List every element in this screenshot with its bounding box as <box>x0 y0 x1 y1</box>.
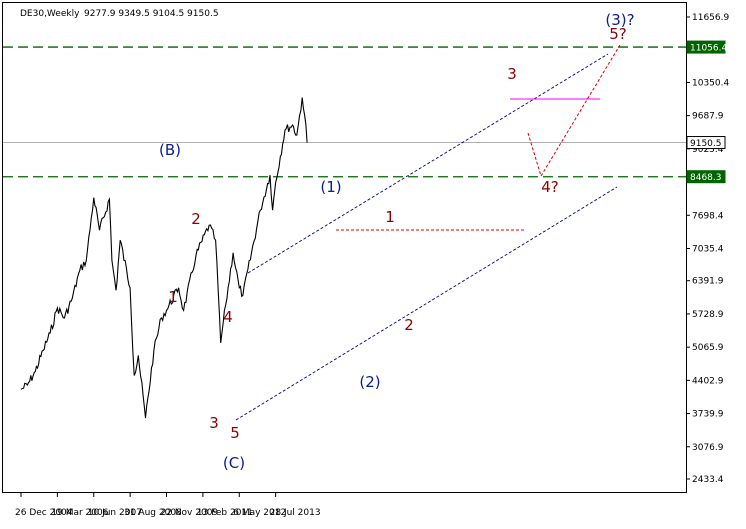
y-tick-label: 7698.4 <box>692 211 724 221</box>
wave-label-red: 1 <box>385 208 395 226</box>
y-tick-label: 5065.9 <box>692 343 724 353</box>
wave-label-red: 2 <box>191 210 201 228</box>
wave-label-red: 4? <box>541 178 559 196</box>
channel-upper <box>247 53 609 274</box>
wave-label-blue: (1) <box>320 178 341 196</box>
wave-label-red: 1 <box>168 288 178 306</box>
wave-label-blue: (C) <box>223 454 245 472</box>
x-tick-label: 22 Nov 2009 <box>161 508 219 518</box>
y-tick-label: 4402.9 <box>692 376 724 386</box>
x-tick-label: 10 Jun 2007 <box>88 508 142 518</box>
price-tag-box <box>686 40 726 54</box>
x-tick-label: 13 Feb 2011 <box>197 508 253 518</box>
wave-label-blue: (3)? <box>605 11 634 29</box>
wave-projection-path <box>527 44 621 178</box>
price-tag-box <box>686 136 726 150</box>
wave-label-red: 2 <box>404 316 414 334</box>
price-tag-box <box>686 170 726 184</box>
channel-lower <box>235 186 618 421</box>
price-tag-label: 11056.4 <box>690 44 727 54</box>
wave-label-red: 4 <box>223 308 233 326</box>
price-tag-label: 8468.3 <box>690 173 722 183</box>
y-tick-label: 2433.4 <box>692 475 724 485</box>
x-tick-label: 6 May 2012 <box>233 508 286 518</box>
wave-label-red: 3 <box>209 414 219 432</box>
price-series-line <box>20 97 308 419</box>
y-tick-label: 9687.9 <box>692 112 724 122</box>
wave-label-red: 3 <box>507 65 517 83</box>
wave-label-blue: (B) <box>159 141 181 159</box>
x-tick-label: 28 Jul 2013 <box>270 508 321 518</box>
y-tick-label: 5728.9 <box>692 310 724 320</box>
wave-label-red: 5 <box>230 424 240 442</box>
x-tick-label: 31 Aug 2008 <box>124 508 182 518</box>
y-tick-label: 10350.4 <box>692 78 729 88</box>
y-tick-label: 9025.4 <box>692 145 724 155</box>
y-tick-label: 6391.9 <box>692 277 724 287</box>
symbol-label: DE30,Weekly <box>20 9 80 19</box>
y-tick-label: 3076.9 <box>692 443 724 453</box>
plot-frame <box>2 2 687 493</box>
y-tick-label: 11656.9 <box>692 13 729 23</box>
price-tag-label: 9150.5 <box>690 139 722 149</box>
wave-label-red: 5? <box>609 25 627 43</box>
ohlc-values: 9277.9 9349.5 9104.5 9150.5 <box>84 9 219 19</box>
x-tick-label: 19 Mar 2006 <box>51 508 108 518</box>
y-tick-label: 7035.4 <box>692 244 724 254</box>
x-tick-label: 26 Dec 2004 <box>15 508 73 518</box>
y-tick-label: 3739.9 <box>692 410 724 420</box>
wave-label-blue: (2) <box>359 373 380 391</box>
